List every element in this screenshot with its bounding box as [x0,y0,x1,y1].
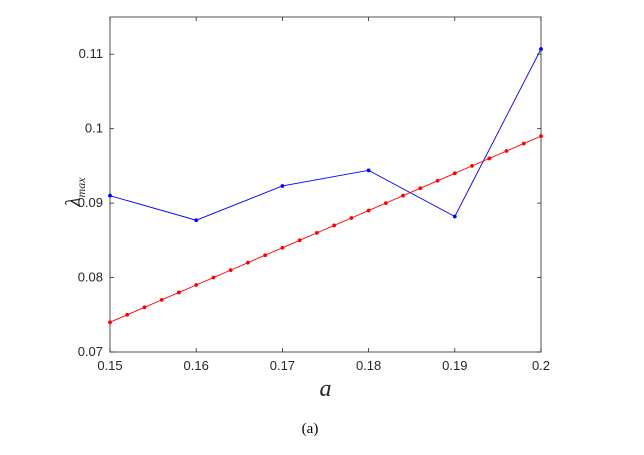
series-2-point [159,297,164,302]
x-axis-label: a [320,376,332,402]
x-tick-label: 0.16 [184,358,209,373]
series-2-point [452,171,457,176]
series-2-point [177,290,181,295]
y-tick-label: 0.07 [78,344,103,359]
svg-text:λmax: λmax [61,177,88,208]
series-2-point [383,201,388,206]
series-2-point [539,134,543,139]
y-axis-label: λmax [61,177,88,208]
plot-area [109,16,542,353]
series-2-point [280,245,285,250]
tick-layer: 0.15 0.16 0.17 0.18 0.19 0.2 0.07 0.08 0.09 0.1 0.… [78,17,550,373]
x-tick-label: 0.15 [97,358,122,373]
series-2-point [125,312,130,317]
series-layer [108,47,543,325]
series-2-point [332,223,337,228]
series-1-point [452,214,457,219]
x-tick-label: 0.2 [532,358,550,373]
series-1-point [539,47,543,51]
series-2-line [109,135,542,323]
series-2-point [194,283,199,287]
series-2-point [504,149,509,153]
y-tick-label: 0.11 [79,46,103,61]
series-2-point [401,193,405,198]
series-2-point [211,275,216,280]
series-2-point [108,320,112,325]
x-tick-label: 0.19 [442,358,467,373]
series-2-point [297,238,302,243]
series-2-point [521,141,526,146]
series-2-point [349,216,354,220]
series-1-point [194,218,199,223]
series-2-point [487,156,492,161]
series-2-point [142,305,147,310]
series-2-point [470,163,474,168]
y-tick-label: 0.1 [85,121,103,136]
y-tick-label: 0.09 [78,195,103,210]
x-tick-label: 0.17 [270,358,295,373]
series-2-point [418,186,423,191]
series-1-point [108,193,112,198]
y-axis-label-subscript: max [74,177,88,198]
series-1-point [280,184,285,188]
series-2-point [228,268,233,273]
x-tick-label: 0.18 [356,358,381,373]
series-2-point [435,178,440,183]
series-2-point [246,260,250,265]
series-1-line [109,48,542,221]
y-tick-label: 0.08 [78,270,103,285]
series-2-point [263,253,268,258]
y-axis-label-symbol: λ [61,197,85,207]
series-2-point [314,230,319,235]
series-2-point [366,208,371,213]
figure-caption: (a) [302,421,319,437]
series-1-point [366,168,371,173]
